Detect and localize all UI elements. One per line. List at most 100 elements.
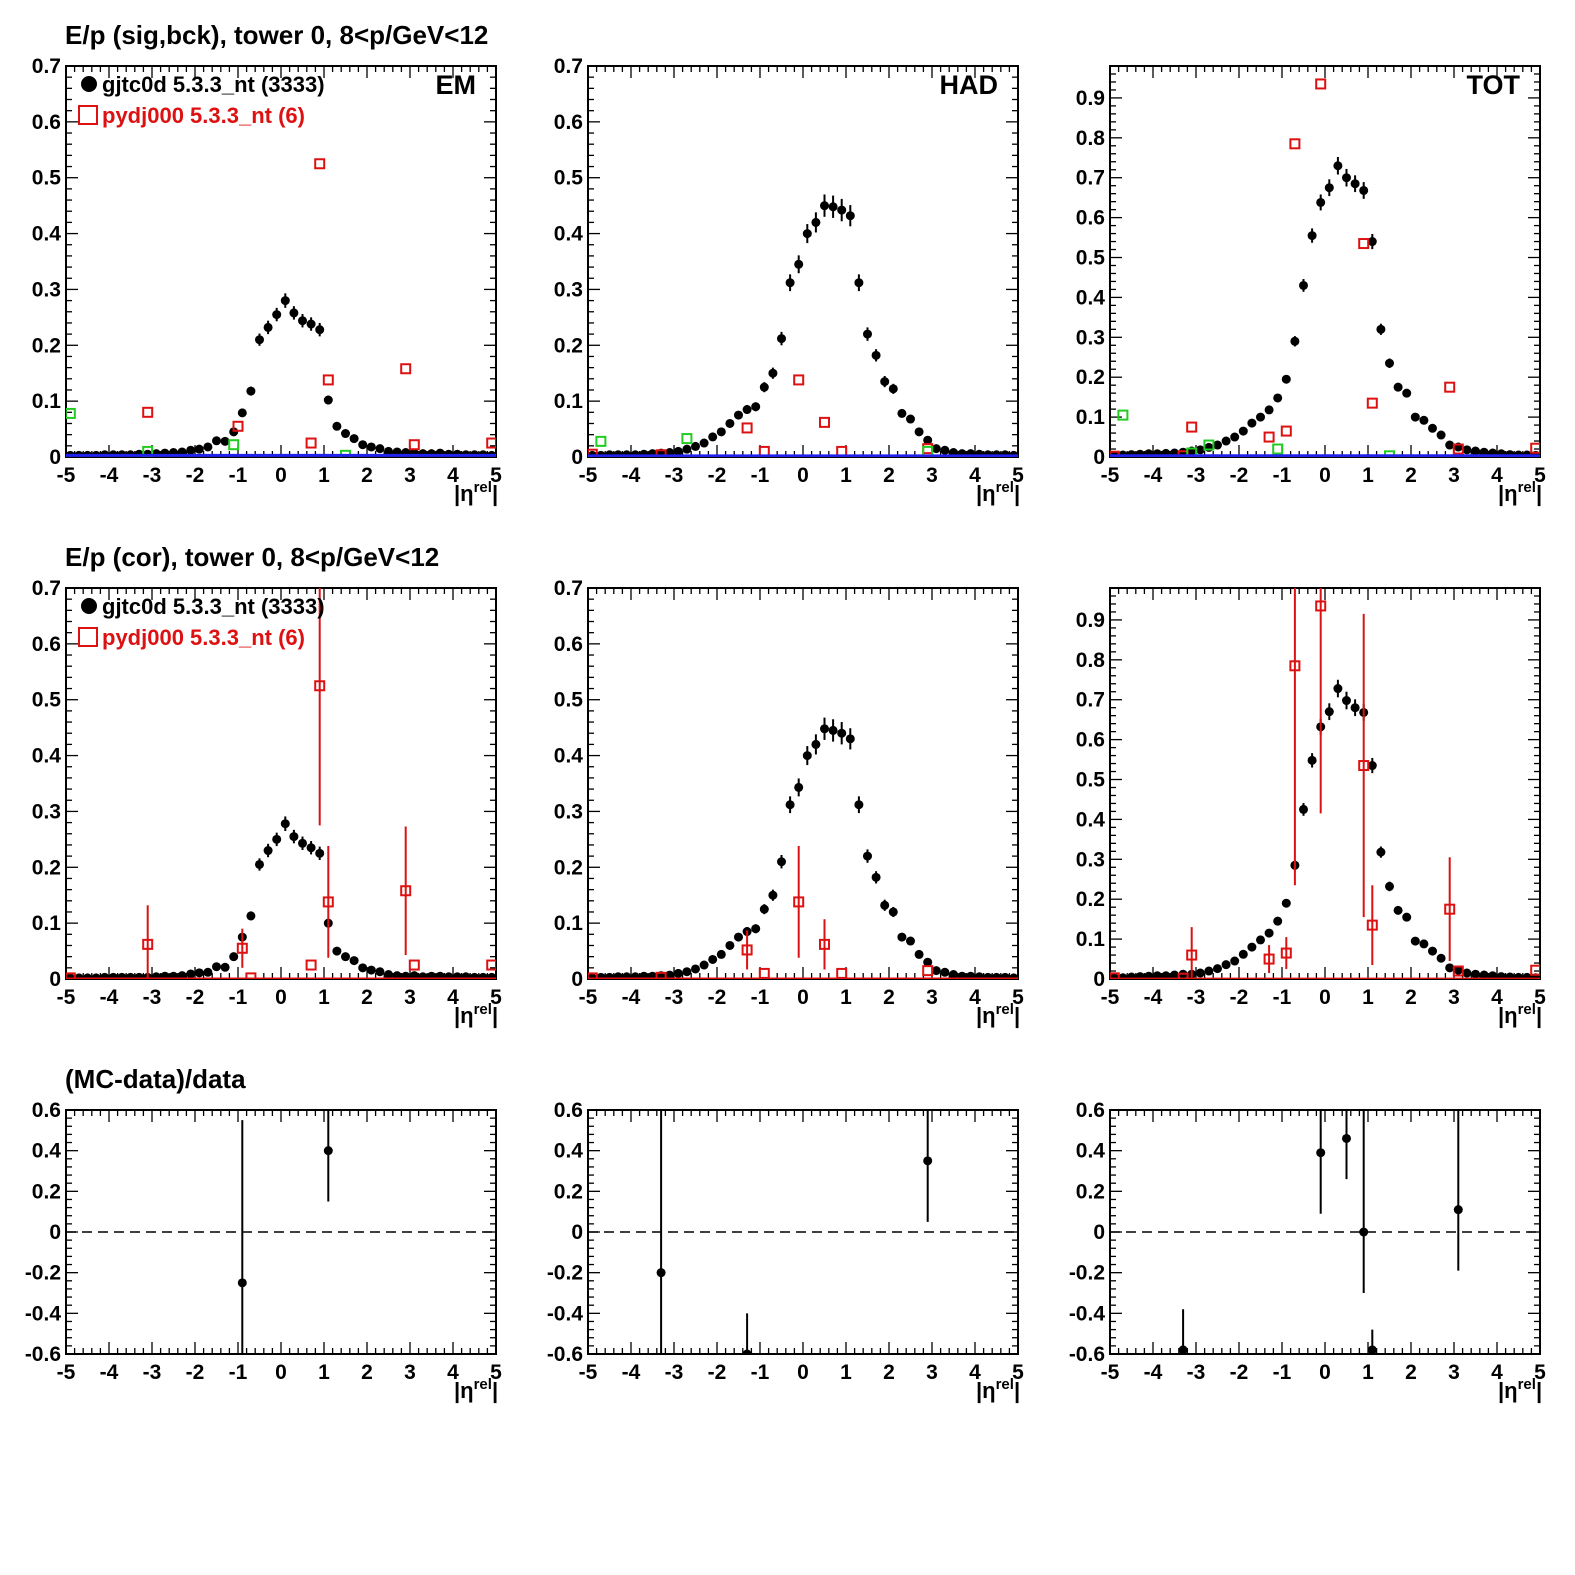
data-point	[759, 382, 769, 392]
data-point	[1419, 415, 1429, 425]
data-point	[392, 971, 402, 979]
y-tick-label: 0.1	[1076, 406, 1106, 429]
x-tick-label: 3	[926, 464, 938, 487]
plot-frame	[1109, 587, 1541, 980]
mc-point	[1315, 600, 1327, 612]
mc-point	[741, 422, 753, 434]
legend-mc-label: pydj000 5.3.3_nt (6)	[102, 625, 305, 650]
x-tick-label: 4	[969, 464, 981, 487]
x-tick-label: 0	[275, 464, 287, 487]
x-tick-label: 3	[1448, 1361, 1460, 1384]
data-point	[1350, 179, 1360, 189]
data-point	[802, 751, 812, 761]
data-point	[983, 972, 993, 979]
mc-point	[1289, 138, 1301, 150]
data-point	[785, 800, 795, 810]
data-point	[811, 217, 821, 227]
data-point	[1445, 963, 1455, 973]
data-point	[1324, 183, 1334, 193]
data-point	[1299, 280, 1308, 290]
y-tick-label: 0.4	[32, 745, 62, 768]
data-point	[888, 907, 898, 917]
data-point	[263, 322, 273, 332]
panel-em_ratio: -5 -4 -3 -2 -1 0 1 2 3 4 5 -0.6 -0.4 -0.2 0 0.2 0.4 0.6 |η…	[25, 1099, 502, 1403]
data-point	[1230, 432, 1240, 442]
data-point	[160, 971, 170, 979]
data-point	[880, 377, 890, 387]
y-tick-label: 0.3	[554, 278, 583, 301]
x-tick-label: 2	[1405, 464, 1417, 487]
data-point	[1367, 761, 1377, 771]
mc-point	[1177, 972, 1189, 979]
y-tick-label: -0.2	[1069, 1262, 1105, 1285]
mc-point	[793, 896, 805, 908]
y-tick-label: 0.4	[554, 223, 584, 246]
y-tick-label: 0	[1093, 446, 1105, 469]
data-point	[1402, 912, 1412, 922]
data-point	[1410, 936, 1420, 946]
x-tick-label: 1	[1362, 986, 1374, 1009]
legend: gjtc0d 5.3.3_nt (3333) pydj000 5.3.3_nt (…	[78, 72, 325, 128]
mc-point	[1452, 443, 1464, 455]
data-point	[725, 940, 735, 950]
data-point	[1342, 173, 1351, 183]
x-tick-label: 0	[275, 1361, 287, 1384]
data-point	[1238, 426, 1248, 436]
data-point	[1247, 942, 1257, 952]
mc-point	[1358, 238, 1370, 250]
x-tick-label: 2	[1405, 1361, 1417, 1384]
x-axis-label: |ηrel|	[976, 1376, 1020, 1403]
x-tick-label: -1	[751, 464, 770, 487]
y-tick-label: 0.1	[32, 912, 62, 935]
y-tick-label: 0.6	[32, 633, 61, 656]
data-point	[1264, 405, 1274, 415]
data-point	[229, 427, 239, 437]
mc-point	[922, 443, 934, 455]
data-point	[613, 972, 623, 979]
data-point	[169, 971, 178, 979]
panel-had_cor: -5 -4 -3 -2 -1 0 1 2 3 4 5 0 0.1 0.2 0.3 0.4 0.5 0.6 0.7 |η…	[554, 577, 1024, 1028]
mc-point	[322, 896, 334, 908]
data-point	[358, 963, 368, 973]
data-point	[1195, 445, 1205, 455]
data-point	[1471, 446, 1480, 456]
data-point	[845, 211, 855, 221]
y-tick-label: 0.8	[1076, 649, 1106, 672]
x-tick-label: -4	[622, 464, 641, 487]
y-tick-label: 0.4	[1076, 286, 1106, 309]
data-point	[1299, 804, 1308, 814]
y-tick-label: 0.1	[554, 912, 584, 935]
data-point	[298, 316, 307, 326]
data-point	[332, 946, 342, 956]
y-tick-label: 0.5	[1076, 769, 1106, 792]
data-point	[1350, 703, 1360, 713]
data-point	[906, 936, 915, 946]
x-axis-label: |ηrel|	[454, 1001, 498, 1028]
data-point	[427, 971, 436, 979]
x-tick-label: 4	[1491, 986, 1503, 1009]
data-point	[461, 972, 471, 979]
data-point	[375, 967, 385, 977]
mc-point	[1530, 964, 1540, 976]
y-tick-label: 0.7	[554, 55, 583, 78]
data-point	[1170, 970, 1179, 979]
data-point	[931, 966, 941, 976]
data-point	[1204, 442, 1214, 452]
mc-point	[232, 420, 244, 432]
row-title-middle: E/p (cor), tower 0, 8<p/GeV<12	[65, 542, 439, 572]
x-tick-label: -4	[1144, 986, 1163, 1009]
data-layer	[588, 194, 1018, 457]
y-tick-label: -0.4	[1069, 1302, 1106, 1325]
y-tick-label: 0.9	[1076, 609, 1105, 632]
data-point	[1376, 324, 1386, 334]
data-point	[1522, 972, 1532, 979]
data-point	[691, 441, 700, 451]
plot-frame	[1109, 65, 1541, 458]
data-point	[828, 725, 838, 735]
data-point	[863, 329, 872, 339]
mc-point	[836, 967, 848, 979]
x-tick-label: -5	[579, 986, 598, 1009]
data-point	[323, 1146, 333, 1156]
background-point	[66, 407, 76, 419]
y-tick-label: -0.4	[547, 1302, 584, 1325]
